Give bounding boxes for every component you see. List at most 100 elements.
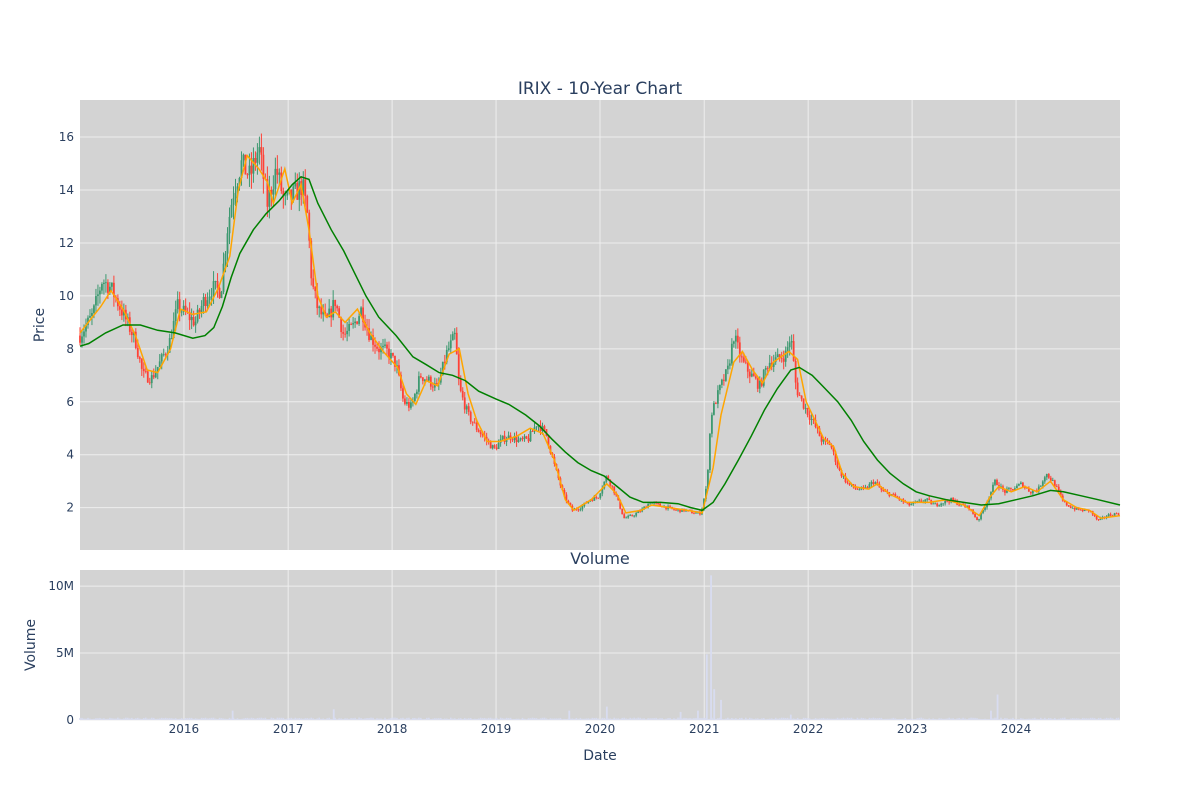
candle-body <box>916 501 919 502</box>
volume-bar <box>808 718 811 720</box>
volume-bar <box>938 718 940 720</box>
volume-bar <box>332 709 335 720</box>
candle-body <box>441 361 444 375</box>
volume-y-axis-ticks: 0 5M 10M <box>48 579 74 727</box>
candle-body <box>836 461 839 467</box>
volume-bar <box>800 718 803 720</box>
volume-bar <box>160 717 163 720</box>
volume-bar <box>310 717 313 720</box>
volume-bar <box>804 717 807 720</box>
volume-bar <box>314 719 317 720</box>
volume-bar <box>268 719 271 720</box>
candle-body <box>382 345 384 348</box>
candle-body <box>609 479 612 486</box>
volume-bar <box>447 718 450 720</box>
candle-body <box>1051 480 1054 482</box>
volume-bar <box>531 717 534 720</box>
volume-bar <box>278 717 281 720</box>
candle-body <box>631 515 634 517</box>
candle-body <box>577 509 580 511</box>
volume-bar <box>844 718 847 720</box>
candle-body <box>220 291 223 299</box>
volume-bar <box>601 717 604 720</box>
candle-body <box>445 349 448 363</box>
volume-bar <box>882 719 885 720</box>
volume-bar <box>1063 717 1066 720</box>
candle-body <box>912 502 915 505</box>
volume-bar <box>946 718 948 720</box>
volume-bar <box>720 699 722 720</box>
candle-body <box>894 494 897 497</box>
volume-bar <box>101 718 103 720</box>
candle-body <box>176 299 179 310</box>
candle-body <box>423 379 426 381</box>
candle-body <box>1075 507 1078 510</box>
candle-body <box>260 147 263 155</box>
candle-body <box>880 487 883 490</box>
candle-body <box>1023 487 1026 489</box>
volume-bar <box>226 718 229 720</box>
volume-bar <box>150 717 153 720</box>
volume-bar <box>976 718 978 720</box>
candle-body <box>756 378 759 389</box>
price-y-axis-ticks: 2 4 6 8 10 12 14 16 <box>59 130 74 515</box>
volume-bar <box>1000 717 1002 720</box>
candle-body <box>469 411 472 422</box>
volume-bar <box>956 718 958 720</box>
volume-bar <box>886 718 889 720</box>
volume-bar <box>192 718 195 720</box>
volume-bar <box>643 718 645 720</box>
volume-bar <box>836 717 839 720</box>
candle-body <box>872 482 875 484</box>
volume-bar <box>144 717 147 720</box>
candle-body <box>97 294 99 297</box>
volume-bar <box>816 718 819 720</box>
volume-bar <box>710 575 712 720</box>
volume-bar <box>780 717 783 720</box>
volume-bar <box>322 718 324 720</box>
candle-body <box>715 403 717 404</box>
candle-body <box>328 308 331 317</box>
volume-bar <box>451 718 454 720</box>
volume-bar <box>852 718 855 720</box>
volume-bar <box>338 718 340 720</box>
volume-bar <box>1055 719 1058 720</box>
volume-bar <box>248 718 251 720</box>
volume-bar <box>583 718 586 720</box>
candle-body <box>380 347 382 353</box>
volume-bar <box>123 718 125 720</box>
candle-body <box>497 443 500 449</box>
candle-body <box>623 514 626 519</box>
volume-bar <box>246 717 249 720</box>
volume-bar <box>603 717 606 720</box>
candle-body <box>711 414 713 434</box>
candle-body <box>226 233 229 254</box>
volume-bar <box>370 717 372 720</box>
volume-bar <box>326 718 328 720</box>
volume-bar <box>457 718 460 720</box>
volume-bar <box>497 719 500 720</box>
candle-body <box>726 365 729 370</box>
volume-bar <box>581 718 584 720</box>
volume-bar <box>914 718 917 720</box>
volume-bar <box>898 718 901 720</box>
volume-bar <box>631 718 633 720</box>
volume-bar <box>629 717 631 720</box>
volume-bar <box>876 718 879 720</box>
volume-bar <box>683 717 685 720</box>
volume-bar <box>376 718 378 720</box>
volume-bar <box>406 717 408 720</box>
volume-bar <box>743 719 745 720</box>
volume-bar <box>1115 717 1118 720</box>
volume-bar <box>639 717 641 720</box>
candle-body <box>384 344 386 346</box>
candle-body <box>870 482 873 485</box>
volume-bar <box>272 718 275 720</box>
volume-bar <box>366 717 368 720</box>
volume-bar <box>513 719 516 720</box>
volume-bar <box>745 717 747 720</box>
volume-bar <box>1087 718 1090 720</box>
candle-body <box>360 307 362 317</box>
volume-bar <box>557 718 560 720</box>
candle-body <box>810 418 813 420</box>
